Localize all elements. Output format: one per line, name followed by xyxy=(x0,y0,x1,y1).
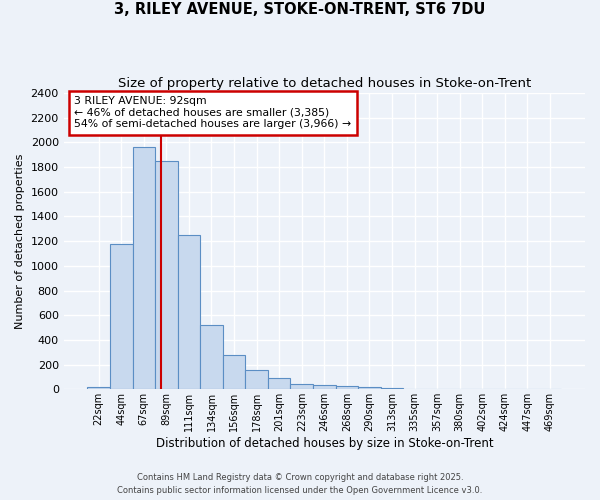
Bar xyxy=(200,325,223,390)
Title: Size of property relative to detached houses in Stoke-on-Trent: Size of property relative to detached ho… xyxy=(118,78,531,90)
Text: Contains HM Land Registry data © Crown copyright and database right 2025.
Contai: Contains HM Land Registry data © Crown c… xyxy=(118,474,482,495)
Bar xyxy=(155,161,178,390)
Y-axis label: Number of detached properties: Number of detached properties xyxy=(15,154,25,329)
Bar xyxy=(313,385,335,390)
Bar xyxy=(133,148,155,390)
Bar xyxy=(381,388,403,390)
Bar xyxy=(335,386,358,390)
Bar xyxy=(178,235,200,390)
Text: 3, RILEY AVENUE, STOKE-ON-TRENT, ST6 7DU: 3, RILEY AVENUE, STOKE-ON-TRENT, ST6 7DU xyxy=(115,2,485,18)
Bar xyxy=(290,384,313,390)
Bar xyxy=(358,388,381,390)
X-axis label: Distribution of detached houses by size in Stoke-on-Trent: Distribution of detached houses by size … xyxy=(155,437,493,450)
Bar xyxy=(88,387,110,390)
Bar xyxy=(268,378,290,390)
Text: 3 RILEY AVENUE: 92sqm
← 46% of detached houses are smaller (3,385)
54% of semi-d: 3 RILEY AVENUE: 92sqm ← 46% of detached … xyxy=(74,96,351,129)
Bar xyxy=(223,356,245,390)
Bar xyxy=(245,370,268,390)
Bar xyxy=(110,244,133,390)
